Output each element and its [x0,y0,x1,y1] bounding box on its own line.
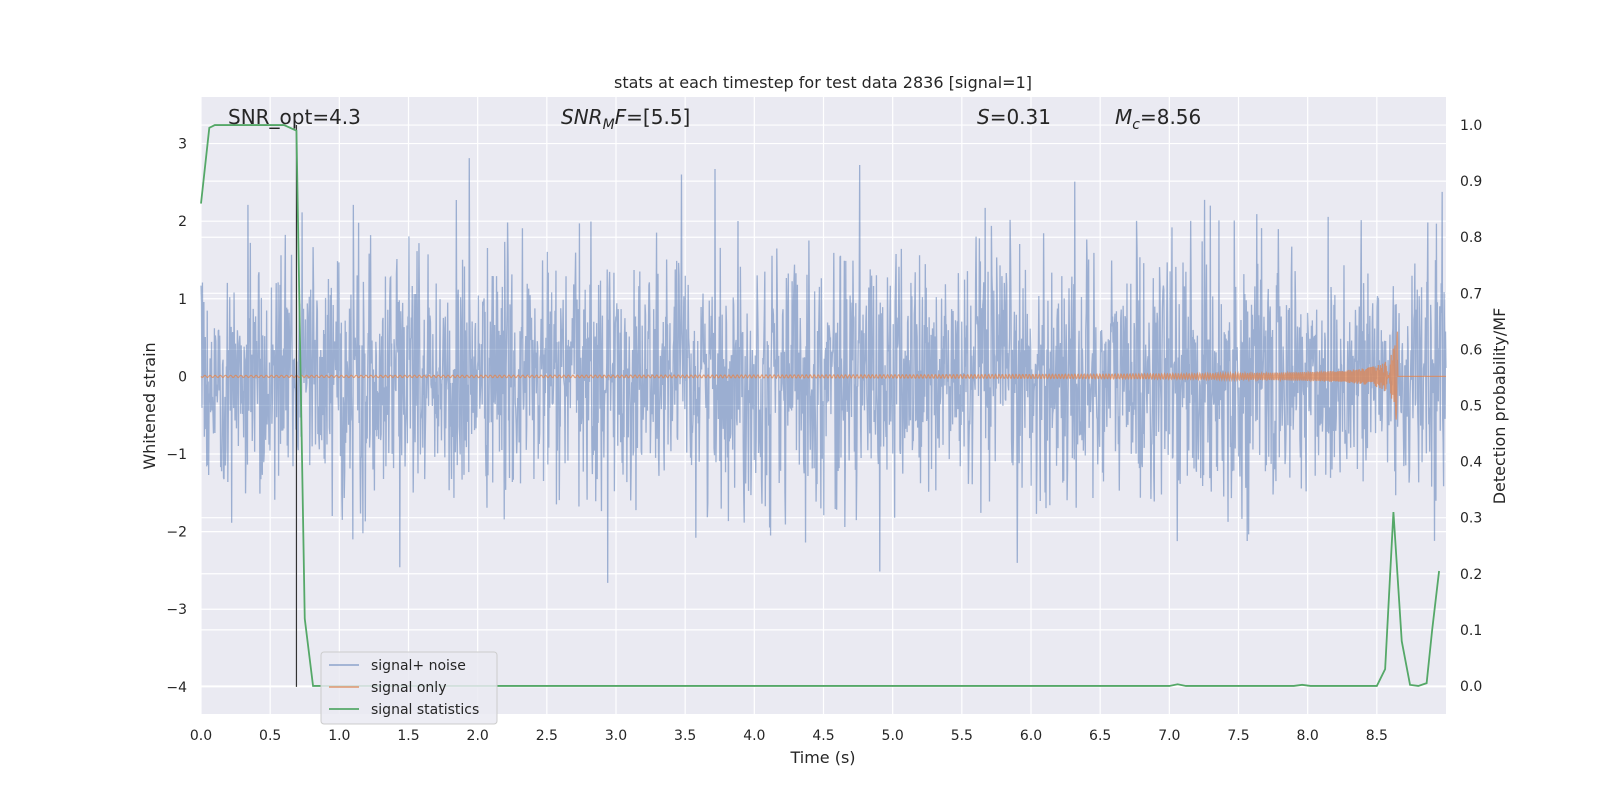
x-tick-label: 8.5 [1366,728,1388,744]
legend-label-signal-statistics: signal statistics [371,702,479,718]
x-tick-labels: 0.0 0.5 1.0 1.5 2.0 2.5 3.0 3.5 4.0 4.5 5.0 5.5 6.0 6… [190,728,1388,744]
y-right-tick-label: 0.5 [1460,399,1482,415]
x-tick-label: 5.5 [951,728,973,744]
annotation-s: S=0.31 [977,105,1051,129]
y-left-axis-label: Whitened strain [140,342,159,469]
y-left-tick-labels: −4 −3 −2 −1 0 1 2 3 [166,137,187,696]
annotation-mc-main: M [1115,105,1132,129]
y-right-tick-label: 0.2 [1460,567,1482,583]
x-tick-label: 5.0 [882,728,904,744]
y-right-tick-label: 0.4 [1460,455,1482,471]
x-tick-label: 3.5 [674,728,696,744]
annotation-mc-sub: c [1132,117,1140,133]
chart-title: stats at each timestep for test data 283… [614,73,1032,92]
legend-label-signal-only: signal only [371,680,446,696]
y-left-tick-label: 0 [178,369,187,385]
series-signal-noise [200,158,1447,583]
y-right-tick-label: 0.0 [1460,679,1482,695]
annotation-snr-mf-f: F [615,105,627,129]
x-tick-label: 7.0 [1158,728,1180,744]
y-left-tick-label: 3 [178,137,187,153]
x-tick-label: 8.0 [1297,728,1319,744]
x-axis-label: Time (s) [789,748,855,767]
x-tick-label: 1.5 [397,728,419,744]
y-right-tick-label: 0.6 [1460,342,1482,358]
legend: signal+ noise signal only signal statist… [320,651,498,725]
annotation-s-main: S [977,105,990,129]
x-tick-label: 0.5 [259,728,281,744]
annotation-mc: Mc=8.56 [1115,105,1201,133]
annotation-mc-value: =8.56 [1140,105,1201,129]
y-left-tick-label: −1 [166,447,187,463]
x-tick-label: 0.0 [190,728,212,744]
y-left-tick-label: −3 [166,602,187,618]
y-right-tick-label: 0.3 [1460,511,1482,527]
y-right-tick-label: 1.0 [1460,118,1482,134]
y-right-axis-label: Detection probability/MF [1490,308,1509,505]
annotation-s-value: =0.31 [990,105,1051,129]
x-tick-label: 6.5 [1089,728,1111,744]
annotation-snr-mf-sub: M [603,117,615,133]
y-left-tick-label: −2 [166,525,187,541]
x-tick-label: 7.5 [1227,728,1249,744]
series-signal-only [200,331,1446,420]
x-tick-label: 1.0 [328,728,350,744]
y-left-tick-label: −4 [166,680,187,696]
x-tick-label: 3.0 [605,728,627,744]
x-tick-label: 4.0 [743,728,765,744]
series-signal-statistics [200,124,1440,687]
annotation-snr-mf: SNRMF=[5.5] [561,105,690,133]
signal-only-line [200,331,1446,420]
y-left-tick-label: 1 [178,292,187,308]
y-right-tick-label: 0.7 [1460,286,1482,302]
signal-noise-line [200,158,1447,583]
legend-box [320,651,498,725]
x-tick-label: 4.5 [812,728,834,744]
annotation-snr-opt: SNR_opt=4.3 [228,105,361,129]
y-right-tick-label: 0.8 [1460,230,1482,246]
y-right-tick-labels: 0.0 0.1 0.2 0.3 0.4 0.5 0.6 0.7 0.8 0.9 1.0 [1460,118,1482,695]
y-left-tick-label: 2 [178,214,187,230]
legend-label-signal-noise: signal+ noise [371,658,466,674]
annotation-snr-mf-main: SNR [561,105,603,129]
signal-statistics-line [200,124,1440,687]
annotation-snr-mf-value: =[5.5] [626,105,690,129]
y-right-tick-label: 0.1 [1460,623,1482,639]
x-tick-label: 2.0 [467,728,489,744]
x-tick-label: 6.0 [1020,728,1042,744]
x-tick-label: 2.5 [536,728,558,744]
y-right-tick-label: 0.9 [1460,174,1482,190]
